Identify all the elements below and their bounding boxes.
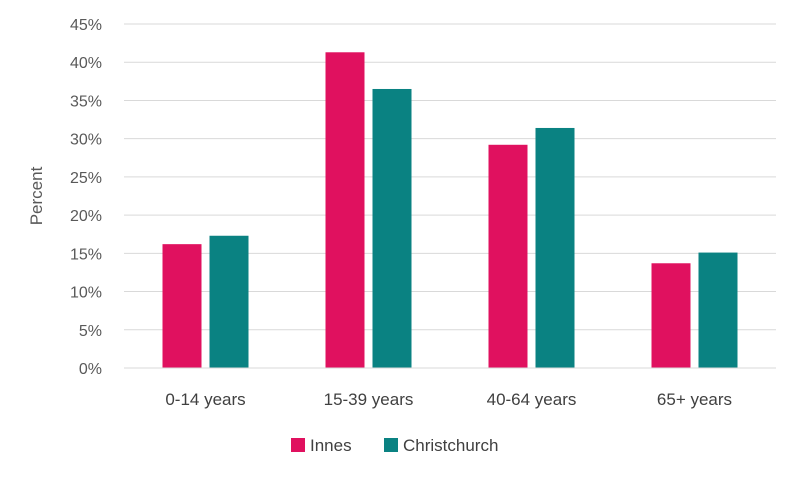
bar-innes-2 bbox=[325, 52, 365, 368]
bar-innes-1 bbox=[162, 244, 202, 368]
legend: Innes Christchurch bbox=[291, 436, 498, 455]
y-tick-label: 0% bbox=[79, 361, 102, 378]
x-category-label: 65+ years bbox=[657, 390, 732, 409]
y-axis-ticks: 0% 5% 10% 15% 20% 25% 30% 35% 40% 45% bbox=[70, 17, 102, 378]
bar-innes-4 bbox=[651, 263, 691, 368]
bar-christchurch-1 bbox=[209, 235, 249, 368]
y-tick-label: 15% bbox=[70, 246, 102, 263]
bar-innes-3 bbox=[488, 144, 528, 368]
x-axis-categories: 0-14 years 15-39 years 40-64 years 65+ year… bbox=[165, 390, 732, 409]
y-axis-title: Percent bbox=[27, 166, 46, 225]
x-category-label: 40-64 years bbox=[487, 390, 577, 409]
y-tick-label: 30% bbox=[70, 132, 102, 149]
legend-swatch-christchurch bbox=[384, 438, 398, 452]
bars bbox=[162, 52, 738, 368]
legend-swatch-innes bbox=[291, 438, 305, 452]
y-tick-label: 35% bbox=[70, 93, 102, 110]
y-tick-label: 25% bbox=[70, 170, 102, 187]
bar-christchurch-3 bbox=[535, 127, 575, 368]
y-tick-label: 40% bbox=[70, 55, 102, 72]
x-category-label: 0-14 years bbox=[165, 390, 245, 409]
y-tick-label: 20% bbox=[70, 208, 102, 225]
y-tick-label: 10% bbox=[70, 285, 102, 302]
legend-label-innes: Innes bbox=[310, 436, 352, 455]
bar-christchurch-2 bbox=[372, 88, 412, 368]
bar-christchurch-4 bbox=[698, 252, 738, 368]
y-tick-label: 5% bbox=[79, 323, 102, 340]
x-category-label: 15-39 years bbox=[324, 390, 414, 409]
y-tick-label: 45% bbox=[70, 17, 102, 34]
legend-label-christchurch: Christchurch bbox=[403, 436, 498, 455]
